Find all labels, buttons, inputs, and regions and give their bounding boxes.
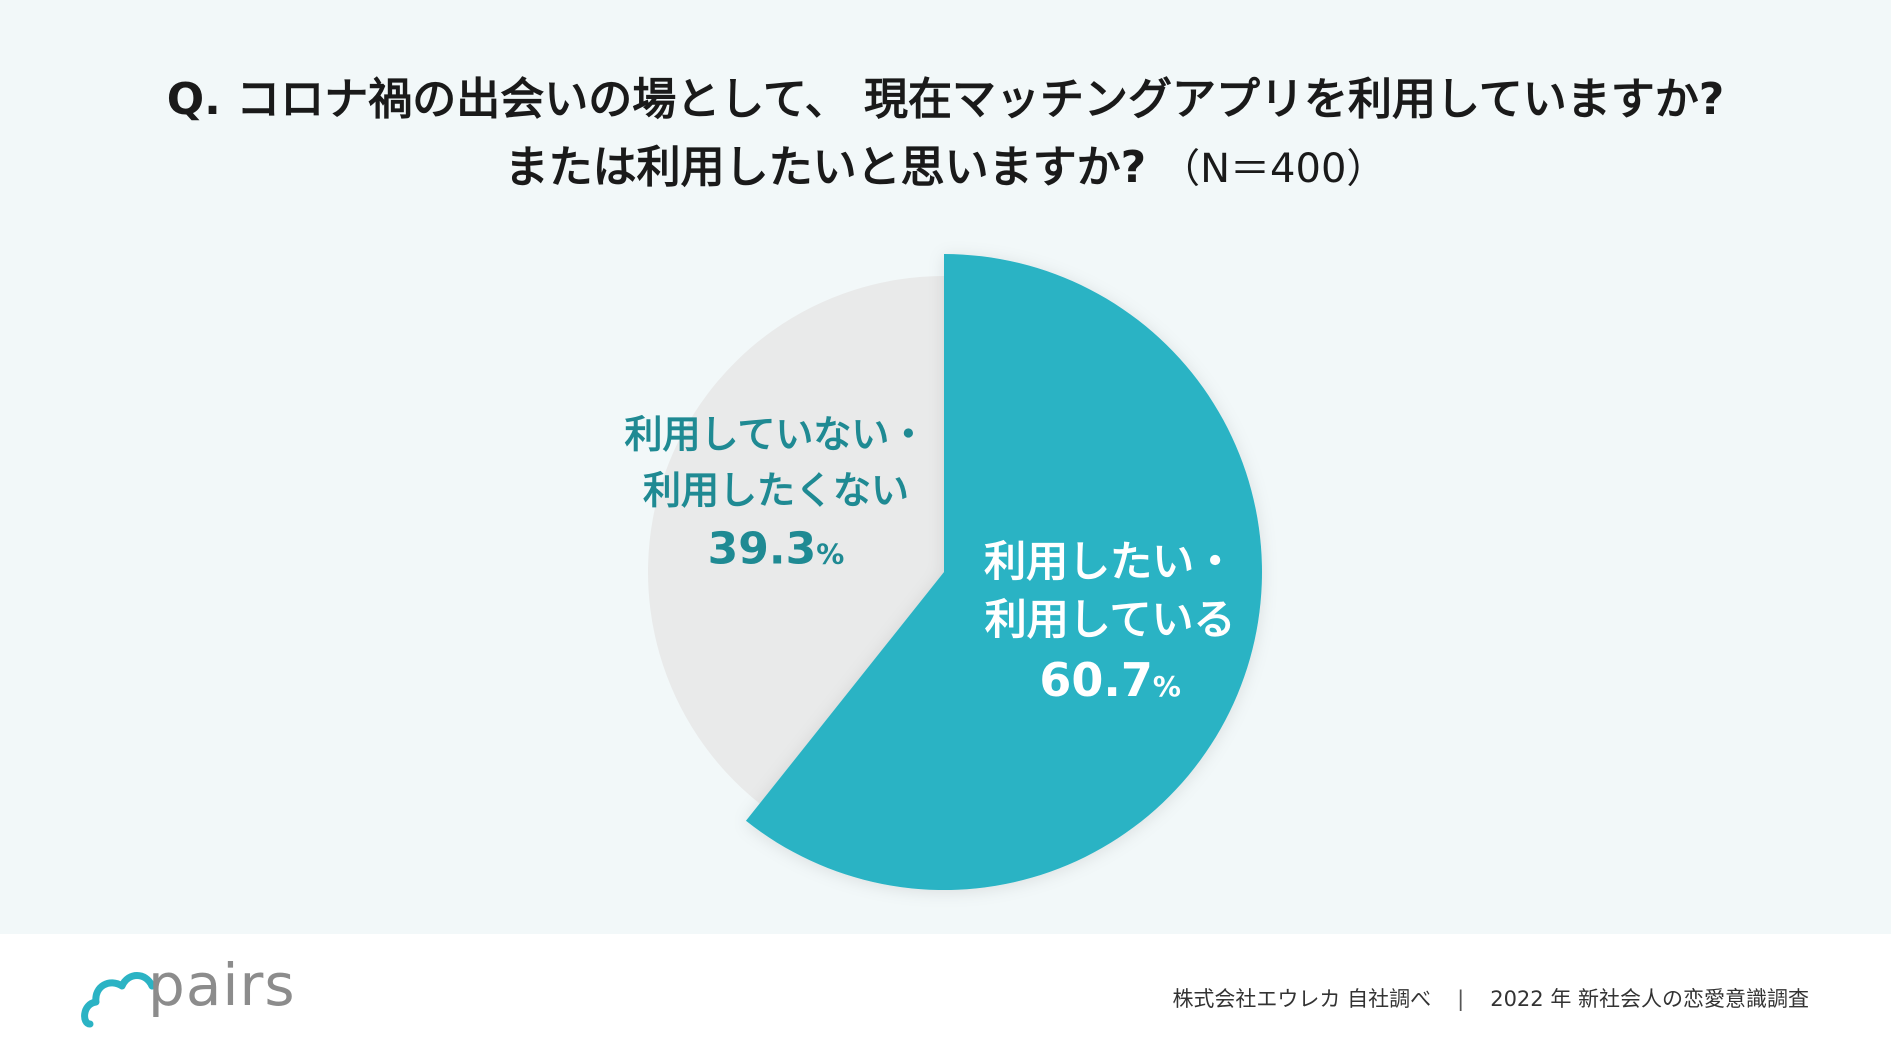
question-line1-text: Q. コロナ禍の出会いの場として、 現在マッチングアプリを利用していますか?	[166, 74, 1725, 125]
source-credit: 株式会社エウレカ 自社調べ | 2022 年 新社会人の恋愛意識調査	[1172, 984, 1809, 1014]
pie-value-2: 39.3	[708, 523, 817, 574]
pie-label-2: 利用していない・利用したくない 39.3%	[625, 412, 928, 574]
pie-chart: 利用したい・利用している 60.7% 利用していない・利用したくない 39.3%	[625, 254, 1262, 890]
source-survey: 2022 年 新社会人の恋愛意識調査	[1490, 987, 1809, 1011]
source-separator: |	[1457, 987, 1465, 1011]
pie-label-1-line-1: 利用したい・	[984, 537, 1236, 586]
pie-slice-1	[745, 254, 1262, 890]
source-company: 株式会社エウレカ 自社調べ	[1172, 987, 1432, 1011]
pie-value-1: 60.7	[1039, 653, 1153, 707]
pie-value-unit-2: %	[816, 537, 844, 570]
question-title-line1: Q. コロナ禍の出会いの場として、 現在マッチングアプリを利用していますか?	[0, 70, 1891, 130]
pie-label-2-line-2: 利用したくない	[643, 468, 909, 512]
pie-label-2-line-1: 利用していない・	[625, 412, 928, 456]
pie-label-1: 利用したい・利用している 60.7%	[984, 537, 1236, 707]
pie-value-unit-1: %	[1153, 670, 1181, 703]
pairs-logo-text: pairs	[148, 951, 296, 1019]
sample-size-note: （N＝400）	[1160, 146, 1387, 192]
pairs-cloud-logo-icon	[81, 972, 156, 1028]
pie-label-1-line-2: 利用している	[985, 595, 1236, 644]
pie-slice-2	[647, 276, 944, 804]
question-line2-text: または利用したいと思いますか?	[504, 142, 1147, 193]
question-title-line2: または利用したいと思いますか? （N＝400）	[0, 138, 1891, 199]
